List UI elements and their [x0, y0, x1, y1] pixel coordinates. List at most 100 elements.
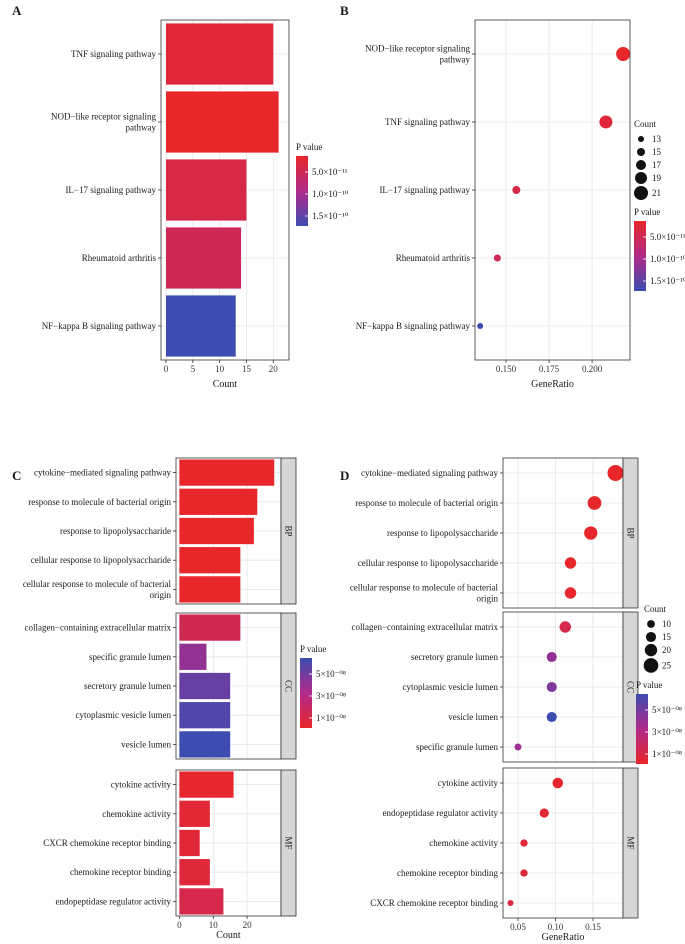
panel-label: D — [340, 468, 349, 483]
bar — [166, 91, 279, 153]
facet-strip-label: BP — [284, 525, 294, 536]
category-label: TNF signaling pathway — [71, 49, 156, 59]
data-point — [559, 621, 571, 633]
x-tick-label: 15 — [242, 364, 252, 374]
count-legend-label: 19 — [652, 173, 662, 183]
data-point — [599, 115, 613, 129]
count-legend-dot — [647, 620, 655, 628]
p-value-legend-title: P value — [636, 680, 662, 690]
category-label: cellular response to molecule of bacteri… — [23, 579, 172, 589]
data-point — [607, 465, 624, 481]
facet-strip-label: MF — [626, 836, 636, 849]
category-label: chemokine receptor binding — [397, 868, 498, 878]
bar — [179, 488, 258, 515]
category-label: IL−17 signaling pathway — [65, 185, 156, 195]
bar — [179, 547, 241, 574]
count-legend-dot — [637, 148, 645, 156]
panel-frame — [474, 19, 631, 361]
data-point — [520, 869, 528, 877]
count-legend-label: 13 — [652, 134, 662, 144]
count-legend-dot — [636, 160, 646, 170]
category-label: cytoplasmic vesicle lumen — [76, 710, 172, 720]
category-label: chemokine activity — [429, 838, 498, 848]
count-legend-label: 21 — [652, 188, 661, 198]
p-value-colorbar — [300, 658, 312, 728]
category-label: cytokine activity — [111, 780, 172, 790]
count-legend-label: 15 — [652, 147, 662, 157]
category-label: chemokine receptor binding — [70, 867, 171, 877]
bar — [179, 829, 200, 857]
count-legend-dot — [645, 631, 657, 643]
x-tick-label: 0.175 — [539, 364, 560, 374]
bar — [179, 702, 231, 729]
facet-strip-label: MF — [284, 836, 294, 849]
bar — [166, 23, 274, 85]
category-label: chemokine activity — [102, 809, 171, 819]
p-value-legend-title: P value — [300, 644, 326, 654]
facet-strip-label: CC — [284, 680, 294, 692]
facet-strip — [280, 457, 297, 605]
bar — [179, 800, 210, 827]
p-value-colorbar — [636, 694, 648, 764]
x-tick-label: 0.150 — [496, 364, 517, 374]
category-label: TNF signaling pathway — [385, 117, 470, 127]
bar — [179, 517, 254, 545]
category-label: pathway — [440, 55, 471, 65]
category-label: NOD−like receptor signaling — [365, 44, 471, 54]
category-label: cytokine−mediated signaling pathway — [34, 468, 172, 478]
data-point — [512, 186, 521, 194]
category-label: IL−17 signaling pathway — [379, 185, 470, 195]
data-point — [507, 900, 514, 906]
facet-strip — [280, 769, 297, 917]
p-value-legend-label: 5.0×10⁻¹¹ — [650, 232, 685, 242]
data-point — [552, 777, 564, 789]
category-label: cellular response to lipopolysaccharide — [358, 558, 498, 568]
category-label: response to molecule of bacterial origin — [28, 497, 171, 507]
category-label: vesicle lumen — [448, 712, 498, 722]
count-legend-label: 20 — [662, 645, 672, 655]
count-legend-label: 25 — [662, 660, 672, 670]
category-label: CXCR chemokine receptor binding — [43, 838, 171, 848]
data-point — [564, 557, 577, 569]
bar — [179, 614, 241, 641]
panel-label: A — [12, 3, 22, 18]
x-tick-label: 10 — [215, 364, 225, 374]
data-point — [477, 323, 484, 329]
category-label: collagen−containing extracellular matrix — [351, 622, 498, 632]
x-tick-label: 20 — [243, 920, 253, 930]
x-tick-label: 20 — [269, 364, 279, 374]
panel-frame — [160, 19, 290, 361]
facet-strip — [622, 767, 639, 919]
bar — [179, 771, 234, 798]
p-value-legend-label: 1.5×10⁻¹⁰ — [312, 211, 349, 221]
count-legend-dot — [644, 643, 658, 657]
count-legend-label: 10 — [662, 619, 672, 629]
data-point — [587, 496, 602, 510]
p-value-legend-label: 1×10⁻⁰⁸ — [652, 749, 682, 759]
p-value-legend-label: 1.0×10⁻¹⁰ — [650, 254, 685, 264]
bar — [179, 859, 210, 886]
category-label: cytokine activity — [438, 778, 499, 788]
facet-strip-label: CC — [626, 681, 636, 693]
category-label: vesicle lumen — [121, 739, 171, 749]
p-value-legend-label: 5×10⁻⁰⁸ — [652, 705, 682, 715]
count-legend-label: 17 — [652, 160, 662, 170]
p-value-legend-label: 1.0×10⁻¹⁰ — [312, 189, 349, 199]
category-label: specific granule lumen — [416, 742, 498, 752]
p-value-colorbar — [634, 221, 646, 291]
bar — [179, 888, 224, 915]
p-value-legend-title: P value — [296, 142, 322, 152]
data-point — [520, 839, 528, 847]
category-label: NF−kappa B signaling pathway — [42, 321, 157, 331]
data-point — [546, 651, 557, 663]
category-label: cellular response to molecule of bacteri… — [350, 583, 499, 593]
category-label: origin — [477, 594, 499, 604]
p-value-legend-title: P value — [634, 207, 660, 217]
category-label: secretory granule lumen — [84, 681, 171, 691]
p-value-colorbar — [296, 156, 308, 226]
x-tick-label: 5 — [191, 364, 196, 374]
x-tick-label: 0.15 — [585, 922, 601, 932]
count-legend-label: 15 — [662, 632, 672, 642]
category-label: secretory granule lumen — [411, 652, 498, 662]
p-value-legend-label: 1.5×10⁻¹⁰ — [650, 276, 685, 286]
